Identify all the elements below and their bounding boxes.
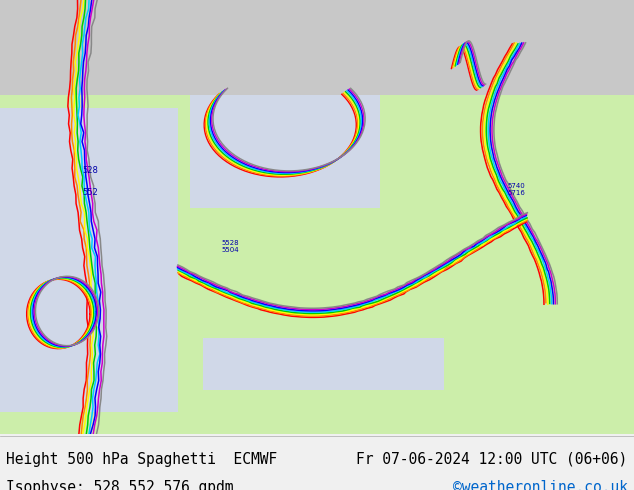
FancyBboxPatch shape [203,338,444,390]
Text: Height 500 hPa Spaghetti  ECMWF: Height 500 hPa Spaghetti ECMWF [6,452,278,466]
Text: Isophyse: 528 552 576 gpdm: Isophyse: 528 552 576 gpdm [6,480,234,490]
Text: 5528
5504: 5528 5504 [222,240,240,252]
Text: ©weatheronline.co.uk: ©weatheronline.co.uk [453,480,628,490]
FancyBboxPatch shape [0,96,634,434]
FancyBboxPatch shape [0,108,178,412]
Text: Fr 07-06-2024 12:00 UTC (06+06): Fr 07-06-2024 12:00 UTC (06+06) [356,452,628,466]
FancyBboxPatch shape [0,0,634,108]
Text: 528: 528 [82,167,98,175]
FancyBboxPatch shape [190,96,380,208]
Text: 552: 552 [82,188,98,197]
Text: 5740
5716: 5740 5716 [507,183,525,196]
